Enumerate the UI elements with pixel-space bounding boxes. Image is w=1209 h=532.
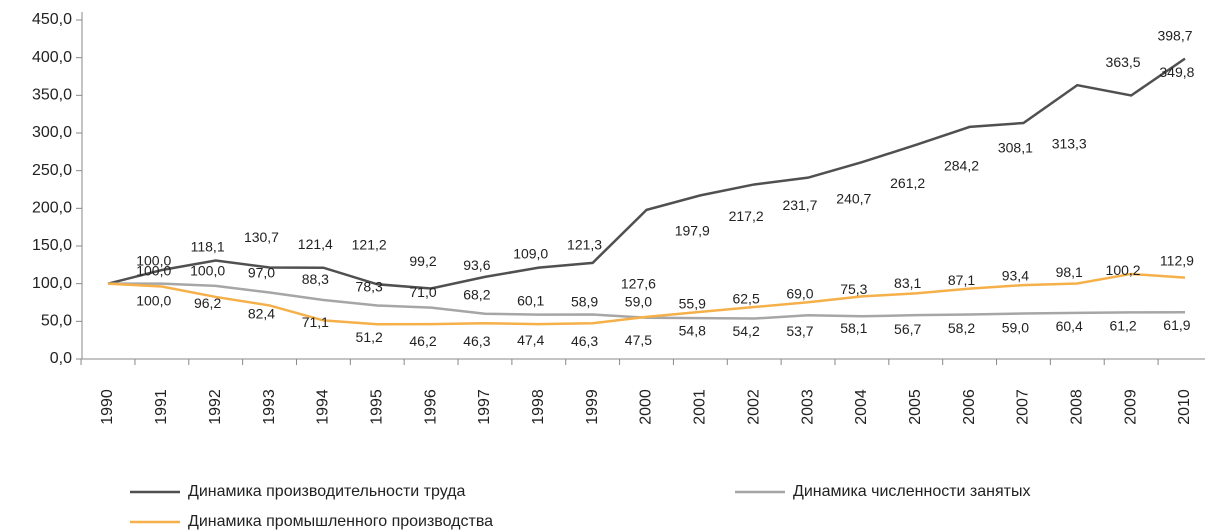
y-tick-label: 50,0 bbox=[41, 313, 72, 330]
data-label: 197,9 bbox=[675, 223, 710, 239]
data-label: 46,2 bbox=[409, 333, 436, 349]
x-tick-label: 2007 bbox=[1015, 389, 1032, 425]
y-tick-label: 400,0 bbox=[32, 49, 72, 66]
data-label: 61,9 bbox=[1163, 317, 1190, 333]
legend-label: Динамика промышленного производства bbox=[188, 513, 493, 530]
data-label: 82,4 bbox=[248, 306, 275, 322]
data-label: 59,0 bbox=[1002, 319, 1029, 335]
data-label: 78,3 bbox=[356, 279, 383, 295]
data-label: 88,3 bbox=[302, 271, 329, 287]
y-tick-label: 0,0 bbox=[50, 350, 72, 367]
series-line bbox=[107, 272, 1186, 326]
y-tick-label: 250,0 bbox=[32, 162, 72, 179]
data-label: 58,1 bbox=[840, 320, 867, 336]
data-label: 127,6 bbox=[621, 276, 656, 292]
data-label: 51,2 bbox=[356, 329, 383, 345]
x-tick-label: 1999 bbox=[584, 389, 601, 425]
data-label: 121,4 bbox=[298, 236, 333, 252]
legend-label: Динамика численности занятых bbox=[793, 483, 1031, 500]
data-label: 100,0 bbox=[136, 252, 171, 268]
x-tick-label: 2001 bbox=[692, 389, 709, 425]
x-tick-label: 1993 bbox=[261, 389, 278, 425]
data-label: 46,3 bbox=[463, 333, 490, 349]
data-label: 100,0 bbox=[136, 292, 171, 308]
x-tick-label: 2006 bbox=[961, 389, 978, 425]
data-label: 231,7 bbox=[782, 197, 817, 213]
data-label: 100,2 bbox=[1106, 262, 1141, 278]
data-label: 54,2 bbox=[732, 323, 759, 339]
data-label: 47,5 bbox=[625, 332, 652, 348]
data-label: 100,0 bbox=[190, 262, 225, 278]
data-label: 69,0 bbox=[786, 286, 813, 302]
x-tick-label: 1998 bbox=[530, 389, 547, 425]
data-label: 46,3 bbox=[571, 333, 598, 349]
data-label: 71,1 bbox=[302, 314, 329, 330]
data-label: 240,7 bbox=[836, 190, 871, 206]
data-label: 93,4 bbox=[1002, 267, 1029, 283]
data-label: 121,2 bbox=[352, 236, 387, 252]
data-label: 121,3 bbox=[567, 236, 602, 252]
x-tick-label: 1996 bbox=[422, 389, 439, 425]
x-tick-label: 1991 bbox=[153, 389, 170, 425]
data-label: 61,2 bbox=[1109, 318, 1136, 334]
data-label: 62,5 bbox=[732, 291, 759, 307]
data-label: 112,9 bbox=[1160, 253, 1194, 269]
data-label: 100,0 bbox=[136, 262, 171, 278]
data-label: 313,3 bbox=[1052, 136, 1087, 152]
y-tick-label: 350,0 bbox=[32, 87, 72, 104]
data-label: 47,4 bbox=[517, 332, 544, 348]
data-label: 98,1 bbox=[1056, 264, 1083, 280]
y-tick-label: 200,0 bbox=[32, 200, 72, 217]
x-tick-label: 1994 bbox=[315, 389, 332, 425]
data-label: 217,2 bbox=[729, 208, 764, 224]
x-tick-label: 1990 bbox=[99, 389, 116, 425]
data-label: 58,2 bbox=[948, 320, 975, 336]
y-tick-label: 450,0 bbox=[32, 11, 72, 28]
x-tick-label: 2009 bbox=[1122, 389, 1139, 425]
legend-label: Динамика производительности труда bbox=[188, 483, 466, 500]
x-tick-label: 2004 bbox=[853, 389, 870, 425]
data-label: 118,1 bbox=[191, 239, 225, 255]
x-tick-label: 2008 bbox=[1069, 389, 1086, 425]
y-tick-label: 100,0 bbox=[32, 275, 72, 292]
x-tick-label: 1992 bbox=[207, 389, 224, 425]
data-label: 363,5 bbox=[1106, 54, 1141, 70]
data-label: 53,7 bbox=[786, 323, 813, 339]
data-label: 71,0 bbox=[409, 284, 436, 300]
data-label: 349,8 bbox=[1159, 64, 1194, 80]
data-label: 96,2 bbox=[194, 295, 221, 311]
x-tick-label: 2000 bbox=[638, 389, 655, 425]
x-tick-label: 2005 bbox=[907, 389, 924, 425]
x-tick-label: 2002 bbox=[745, 389, 762, 425]
y-tick-label: 150,0 bbox=[32, 237, 72, 254]
x-tick-label: 1995 bbox=[368, 389, 385, 425]
data-label: 99,2 bbox=[409, 253, 436, 269]
data-label: 68,2 bbox=[463, 286, 490, 302]
data-label: 54,8 bbox=[679, 322, 706, 338]
data-label: 308,1 bbox=[998, 140, 1033, 156]
data-label: 59,0 bbox=[625, 293, 652, 309]
data-label: 130,7 bbox=[244, 229, 279, 245]
series-line bbox=[107, 57, 1186, 290]
data-label: 284,2 bbox=[944, 158, 979, 174]
data-label: 93,6 bbox=[463, 257, 490, 273]
x-tick-label: 2010 bbox=[1176, 389, 1193, 425]
data-label: 109,0 bbox=[513, 246, 548, 262]
data-label: 97,0 bbox=[248, 265, 275, 281]
data-label: 56,7 bbox=[894, 321, 921, 337]
x-tick-label: 2003 bbox=[799, 389, 816, 425]
data-label: 60,1 bbox=[517, 292, 544, 308]
data-label: 75,3 bbox=[840, 281, 867, 297]
data-label: 87,1 bbox=[948, 272, 975, 288]
data-label: 398,7 bbox=[1157, 27, 1192, 43]
data-label: 83,1 bbox=[894, 275, 921, 291]
data-label: 55,9 bbox=[679, 296, 706, 312]
x-tick-label: 1997 bbox=[476, 389, 493, 425]
data-label: 58,9 bbox=[571, 293, 598, 309]
data-label: 261,2 bbox=[890, 175, 925, 191]
data-label: 60,4 bbox=[1056, 318, 1083, 334]
y-tick-label: 300,0 bbox=[32, 124, 72, 141]
